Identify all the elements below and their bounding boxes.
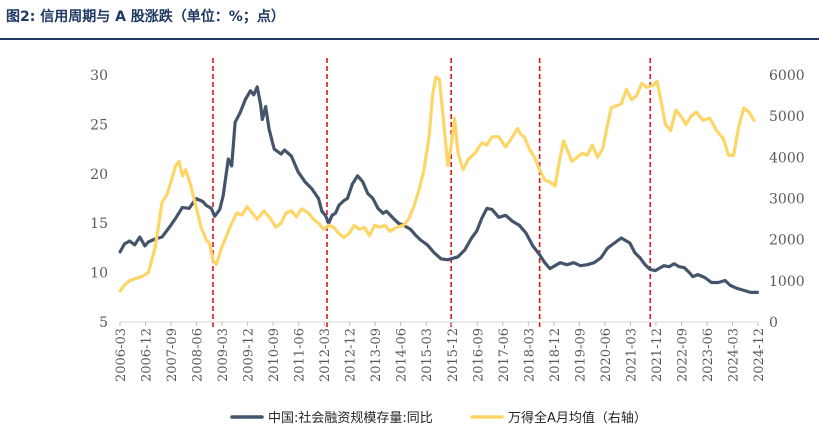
y-left-tick-label: 15 bbox=[90, 216, 108, 232]
x-tick-label: 2012-03 bbox=[318, 328, 333, 382]
x-tick-label: 2024-03 bbox=[726, 328, 741, 382]
series-line-1 bbox=[118, 85, 759, 294]
x-axis-ticks: 2006-03 2006-12 2007-09 2008-06 2009-03 2009-… bbox=[114, 322, 767, 382]
y-right-tick-label: 2000 bbox=[769, 233, 805, 249]
y-left-tick-label: 5 bbox=[99, 315, 108, 331]
x-tick-label: 2007-09 bbox=[165, 328, 180, 382]
x-tick-label: 2009-03 bbox=[216, 328, 231, 382]
title-rule bbox=[0, 38, 819, 40]
x-tick-label: 2014-06 bbox=[395, 328, 410, 382]
y-axis-left: 5 10 15 20 25 30 bbox=[90, 68, 108, 331]
y-right-tick-label: 6000 bbox=[769, 68, 805, 84]
x-tick-label: 2013-09 bbox=[369, 328, 384, 382]
x-tick-label: 2018-12 bbox=[548, 328, 563, 382]
x-tick-label: 2020-06 bbox=[599, 328, 614, 382]
figure-title: 图2: 信用周期与 A 股涨跌（单位：%；点） bbox=[6, 9, 285, 25]
x-tick-label: 2022-09 bbox=[675, 328, 690, 382]
legend: 中国:社会融资规模存量:同比 万得全A月均值（右轴） bbox=[230, 410, 647, 426]
x-tick-label: 2009-12 bbox=[242, 328, 257, 382]
y-left-tick-label: 20 bbox=[90, 167, 108, 183]
x-tick-label: 2021-12 bbox=[650, 328, 665, 382]
y-right-tick-label: 5000 bbox=[769, 109, 805, 125]
y-right-tick-label: 3000 bbox=[769, 192, 805, 208]
x-tick-label: 2006-03 bbox=[114, 328, 129, 382]
y-right-tick-label: 0 bbox=[769, 315, 778, 331]
y-right-tick-label: 1000 bbox=[769, 274, 805, 290]
legend-label-1: 中国:社会融资规模存量:同比 bbox=[268, 410, 433, 426]
vertical-markers bbox=[212, 58, 652, 328]
x-tick-label: 2010-09 bbox=[267, 328, 282, 382]
x-tick-label: 2018-03 bbox=[522, 328, 537, 382]
x-tick-label: 2011-06 bbox=[293, 328, 308, 382]
y-right-tick-label: 4000 bbox=[769, 150, 805, 166]
x-tick-label: 2021-03 bbox=[624, 328, 639, 382]
x-tick-label: 2019-09 bbox=[573, 328, 588, 382]
x-tick-label: 2008-06 bbox=[191, 328, 206, 382]
y-left-tick-label: 10 bbox=[90, 266, 108, 282]
x-tick-label: 2016-09 bbox=[471, 328, 486, 382]
series-lines bbox=[118, 75, 759, 294]
x-tick-label: 2023-06 bbox=[701, 328, 716, 382]
x-tick-label: 2024-12 bbox=[752, 328, 767, 382]
x-tick-label: 2017-06 bbox=[497, 328, 512, 382]
x-tick-label: 2006-12 bbox=[140, 328, 155, 382]
y-axis-right: 0 1000 2000 3000 4000 5000 6000 bbox=[769, 68, 805, 331]
series-line-2 bbox=[118, 75, 756, 293]
legend-label-2: 万得全A月均值（右轴） bbox=[508, 410, 647, 426]
x-tick-label: 2015-12 bbox=[446, 328, 461, 382]
y-left-tick-label: 25 bbox=[90, 117, 108, 133]
y-left-tick-label: 30 bbox=[90, 68, 108, 84]
x-tick-label: 2015-03 bbox=[420, 328, 435, 382]
x-tick-label: 2012-12 bbox=[344, 328, 359, 382]
